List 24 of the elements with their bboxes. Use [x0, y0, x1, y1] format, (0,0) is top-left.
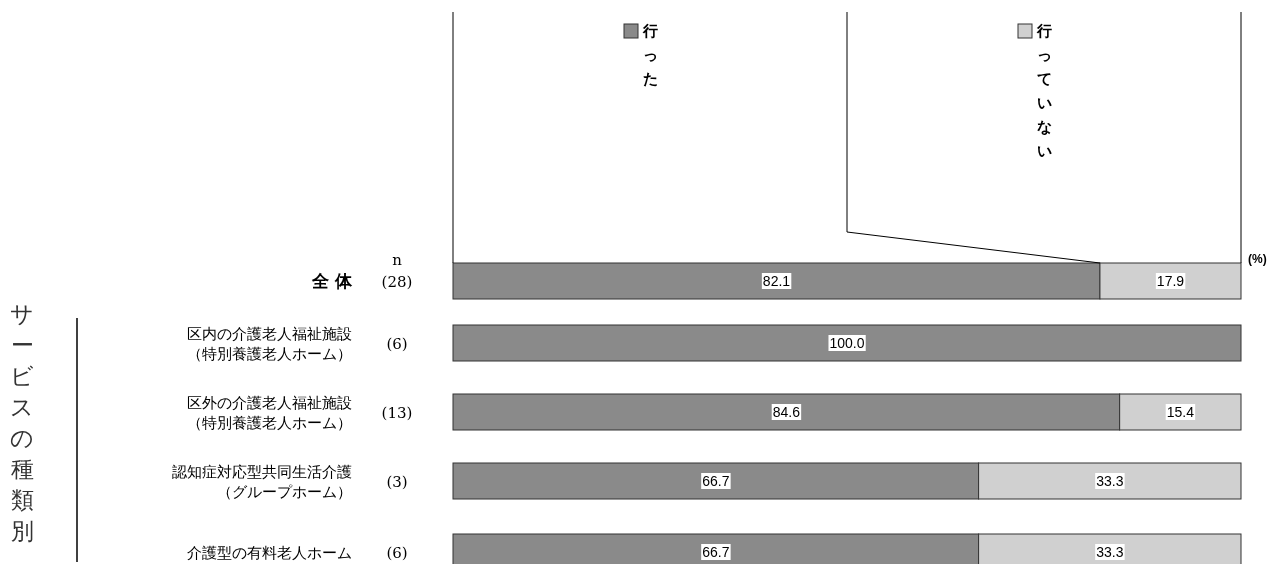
legend-label: 行った: [641, 22, 658, 87]
data-label: 66.7: [702, 473, 730, 489]
text: (28): [381, 273, 413, 291]
text: サービスの種類別: [10, 301, 34, 544]
data-label: 100.0: [829, 335, 865, 351]
y-tick-label: 区内の介護老人福祉施設（特別養護老人ホーム）: [187, 325, 352, 363]
text: n: [392, 251, 403, 269]
text: (%): [1248, 252, 1267, 266]
data-label: 17.9: [1156, 273, 1185, 289]
y-tick-label: 区外の介護老人福祉施設（特別養護老人ホーム）: [187, 394, 352, 432]
text: (3): [386, 473, 408, 491]
y-tick-label: 全 体: [311, 271, 353, 291]
data-label: 33.3: [1096, 473, 1124, 489]
text: (6): [386, 544, 408, 562]
data-label: 15.4: [1166, 404, 1195, 420]
data-label: 84.6: [772, 404, 801, 420]
data-label: 82.1: [762, 273, 791, 289]
data-label: 66.7: [702, 544, 730, 560]
legend-label: 行っていない: [1035, 22, 1052, 159]
data-label: 33.3: [1096, 544, 1124, 560]
y-tick-label: 認知症対応型共同生活介護（グループホーム）: [172, 463, 352, 501]
text: (6): [386, 335, 408, 353]
y-tick-label: 介護型の有料老人ホーム: [187, 544, 352, 562]
text: (13): [381, 404, 413, 422]
